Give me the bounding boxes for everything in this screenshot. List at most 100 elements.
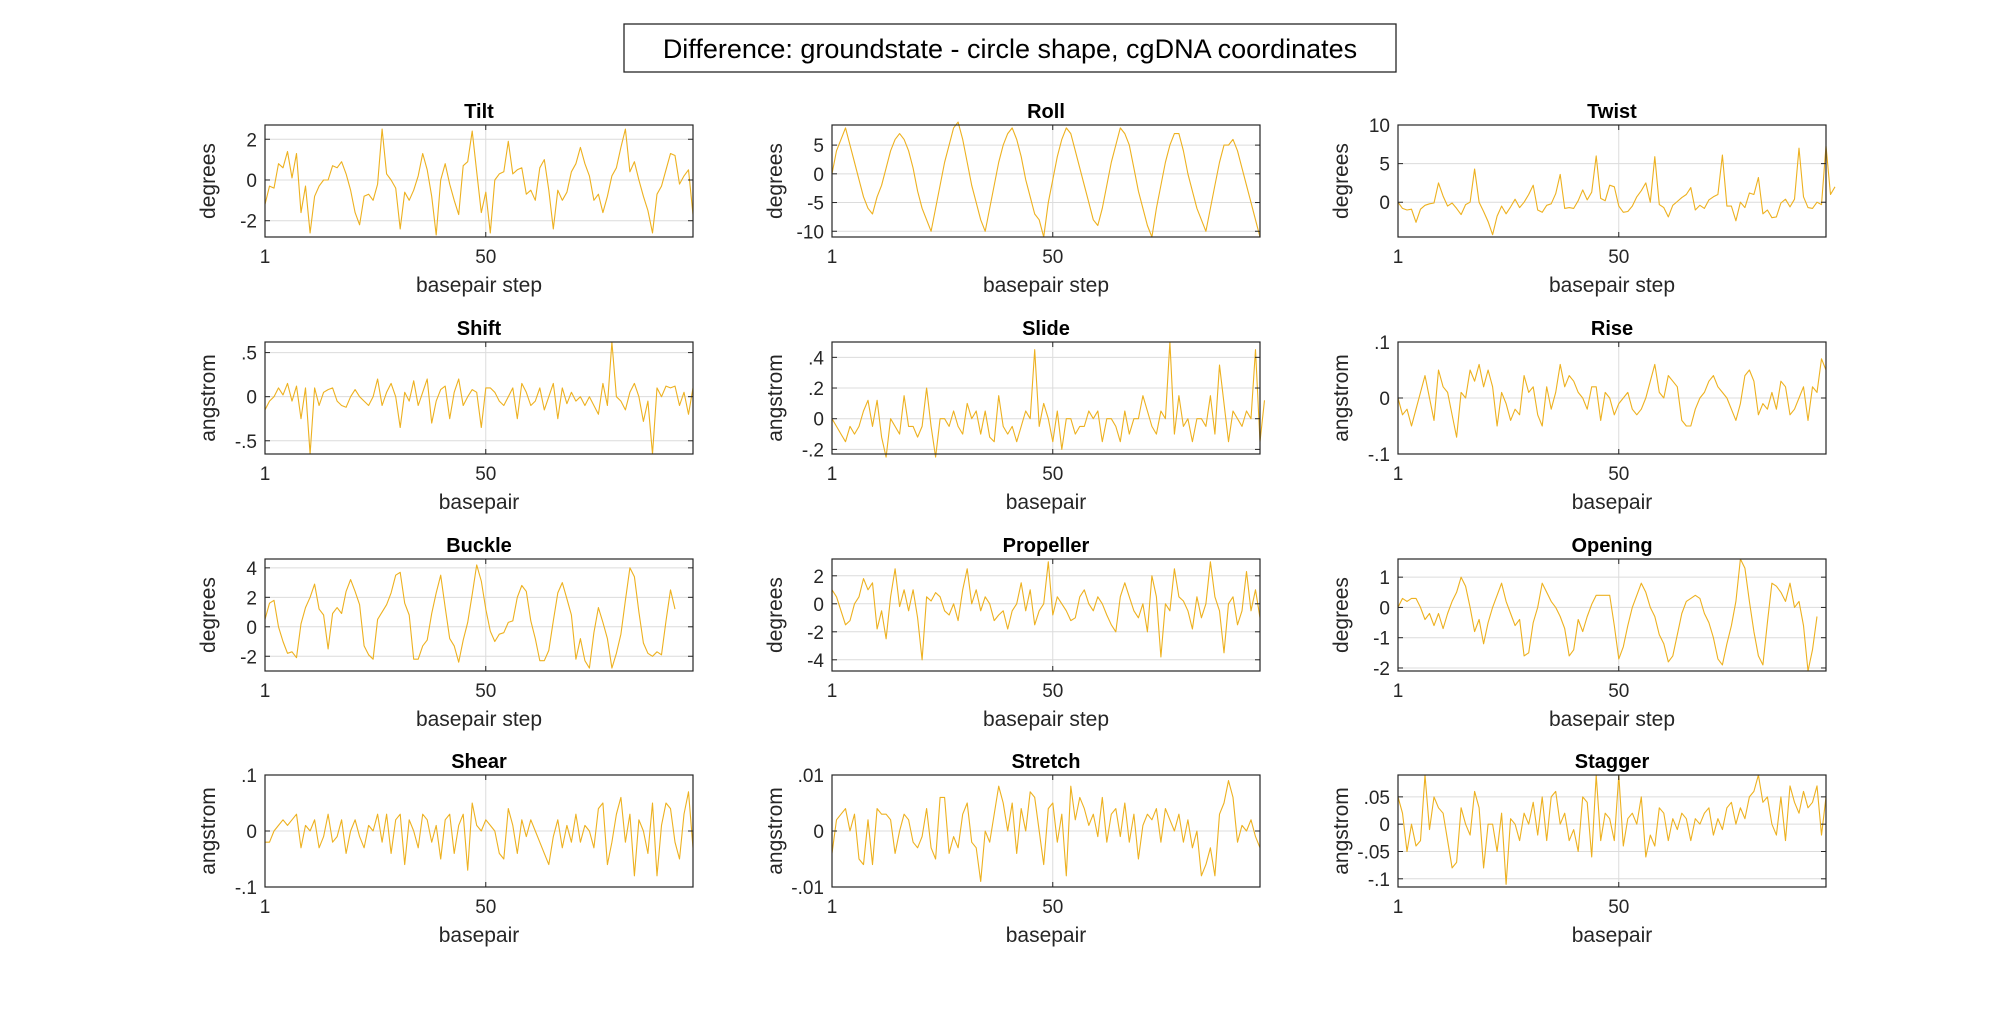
y-tick-label: -.1 — [1368, 870, 1390, 891]
x-tick-label: 50 — [1042, 681, 1063, 702]
y-tick-label: -2 — [1373, 659, 1390, 680]
y-axis-label: angstrom — [197, 787, 220, 875]
series-line-roll — [831, 121, 1261, 238]
x-tick-label: 1 — [1393, 464, 1404, 485]
y-tick-label: -2 — [240, 647, 257, 668]
y-tick-label: .2 — [808, 379, 824, 400]
plot-area — [1398, 559, 1826, 671]
chart-buckle: -2 0 2 4 1 50 Buckle basepair step degrees — [197, 535, 694, 731]
y-axis-label: degrees — [764, 577, 787, 653]
series-line-tilt — [264, 128, 694, 236]
y-tick-label: 0 — [813, 595, 824, 616]
y-tick-label: 0 — [246, 388, 257, 409]
y-tick-label: -.1 — [235, 878, 257, 899]
x-tick-label: 1 — [260, 897, 271, 918]
y-axis-label: degrees — [197, 577, 220, 653]
x-tick-label: 1 — [1393, 247, 1404, 268]
x-axis-label: basepair step — [416, 708, 542, 731]
chart-title-opening: Opening — [1571, 535, 1652, 557]
y-axis-label: angstrom — [197, 354, 220, 442]
x-axis-label: basepair step — [983, 708, 1109, 731]
x-tick-label: 50 — [475, 247, 496, 268]
y-tick-label: 4 — [246, 559, 257, 580]
series-line-slide — [831, 341, 1266, 458]
series-line-rise — [1397, 358, 1827, 438]
y-tick-label: -10 — [797, 222, 824, 243]
y-axis-label: degrees — [764, 143, 787, 219]
axes-box — [831, 558, 1261, 672]
y-tick-label: .05 — [1364, 788, 1390, 809]
y-tick-label: -2 — [240, 212, 257, 233]
x-tick-label: 50 — [475, 464, 496, 485]
x-axis-label: basepair — [1006, 491, 1087, 514]
series-line-shift — [264, 341, 694, 455]
figure-title: Difference: groundstate - circle shape, … — [663, 34, 1357, 64]
y-tick-label: 1 — [1379, 568, 1390, 589]
y-tick-label: -4 — [807, 651, 824, 672]
x-tick-label: 50 — [1608, 247, 1629, 268]
y-tick-label: 0 — [246, 171, 257, 192]
x-tick-label: 50 — [1608, 464, 1629, 485]
x-tick-label: 50 — [1042, 247, 1063, 268]
x-tick-label: 50 — [1608, 897, 1629, 918]
x-tick-label: 50 — [1608, 681, 1629, 702]
axes-box — [831, 341, 1261, 455]
chart-roll: -10 -5 0 5 1 50 Roll basepair step degrees — [764, 101, 1261, 297]
x-tick-label: 50 — [1042, 897, 1063, 918]
chart-title-slide: Slide — [1022, 318, 1070, 340]
y-tick-label: .01 — [798, 766, 824, 787]
chart-title-stretch: Stretch — [1012, 751, 1081, 773]
chart-slide: -.2 0 .2 .4 1 50 Slide basepair angstrom — [764, 318, 1266, 514]
axes-box — [264, 558, 694, 672]
y-axis-label: degrees — [1330, 143, 1353, 219]
chart-title-shift: Shift — [457, 318, 502, 340]
y-tick-label: .1 — [241, 766, 257, 787]
x-axis-label: basepair step — [416, 274, 542, 297]
y-tick-label: 0 — [813, 410, 824, 431]
y-axis-label: degrees — [1330, 577, 1353, 653]
y-tick-label: 0 — [1379, 193, 1390, 214]
plot-area — [265, 125, 693, 237]
series-line-propeller — [831, 561, 1261, 661]
y-tick-label: -1 — [1373, 629, 1390, 650]
x-tick-label: 1 — [260, 464, 271, 485]
y-tick-label: 0 — [246, 822, 257, 843]
y-tick-label: -2 — [807, 623, 824, 644]
chart-opening: -2 -1 0 1 1 50 Opening basepair step degrees — [1330, 535, 1827, 731]
y-tick-label: 2 — [813, 567, 824, 588]
axes-box — [831, 124, 1261, 238]
y-tick-label: .4 — [808, 348, 824, 369]
series-line-shear — [265, 791, 694, 877]
y-tick-label: 0 — [1379, 389, 1390, 410]
y-tick-label: 10 — [1369, 116, 1390, 137]
axes-box — [1397, 124, 1827, 238]
axes-box — [1397, 558, 1827, 672]
y-tick-label: 0 — [1379, 598, 1390, 619]
series-line-twist — [1397, 145, 1836, 236]
x-axis-label: basepair — [1572, 924, 1653, 947]
x-tick-label: 1 — [827, 247, 838, 268]
chart-title-tilt: Tilt — [464, 101, 494, 123]
y-tick-label: 5 — [813, 136, 824, 157]
x-tick-label: 1 — [1393, 897, 1404, 918]
series-line-buckle — [264, 564, 676, 669]
chart-shift: -.5 0 .5 1 50 Shift basepair angstrom — [197, 318, 694, 514]
y-axis-label: angstrom — [1330, 354, 1353, 442]
figure-title-frame — [623, 23, 1397, 73]
x-tick-label: 1 — [827, 464, 838, 485]
axes-box — [264, 341, 694, 455]
y-tick-label: 2 — [246, 588, 257, 609]
x-axis-label: basepair — [1572, 491, 1653, 514]
chart-shear: -.1 0 .1 1 50 Shear basepair angstrom — [197, 751, 694, 947]
chart-title-roll: Roll — [1027, 101, 1065, 123]
plot-area — [265, 559, 693, 671]
y-tick-label: .1 — [1374, 333, 1390, 354]
chart-title-propeller: Propeller — [1003, 535, 1090, 557]
chart-title-stagger: Stagger — [1575, 751, 1650, 773]
y-tick-label: -.1 — [1368, 445, 1390, 466]
chart-twist: 0 5 10 1 50 Twist basepair step degrees — [1330, 101, 1836, 297]
y-tick-label: .5 — [241, 344, 257, 365]
y-axis-label: degrees — [197, 143, 220, 219]
x-axis-label: basepair — [1006, 924, 1087, 947]
